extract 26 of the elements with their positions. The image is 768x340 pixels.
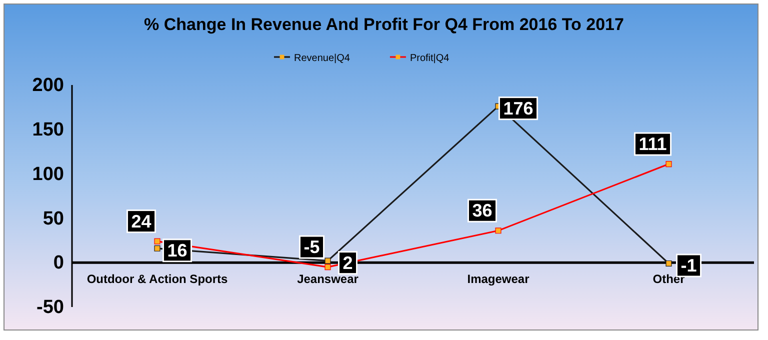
point [666,160,672,168]
point [324,258,331,264]
y-tick-label: 0 [53,252,64,274]
data-label: 16 [167,240,188,260]
data-label: -5 [304,237,320,258]
legend-label: Revenue|Q4 [294,53,350,64]
point [324,264,331,270]
x-tick-label: Jeanswear [297,272,359,286]
data-label: 36 [472,200,492,221]
x-tick-label: Outdoor & Action Sports [86,272,228,286]
y-tick-label: 50 [42,208,64,230]
point [154,245,160,252]
y-tick-label: 150 [32,119,64,140]
legend-label: Profit|Q4 [410,53,450,64]
data-label: 176 [503,98,534,118]
point [666,260,672,267]
chart-title: % Change In Revenue And Profit For Q4 From 2016 To 2017 [144,15,624,34]
y-tick-label: -50 [36,297,64,318]
data-label: 111 [638,134,667,154]
data-label: 24 [131,211,152,232]
data-label: 2 [342,252,353,273]
y-tick-label: 100 [32,164,64,185]
point [495,228,502,234]
point [154,238,160,244]
y-tick-label: 200 [32,75,64,96]
x-tick-label: Imagewear [467,272,530,286]
